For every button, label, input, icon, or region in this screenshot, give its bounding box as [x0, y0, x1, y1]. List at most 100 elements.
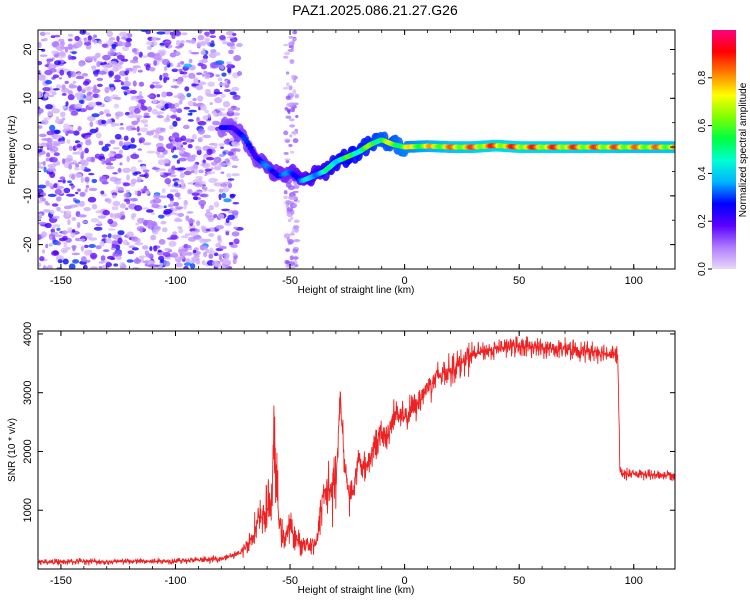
spectrogram-noise-cell [159, 172, 164, 176]
spectrogram-noise-cell [42, 266, 48, 269]
spectrogram-noise-cell [284, 51, 291, 56]
spectrogram-noise-cell [142, 142, 152, 146]
spectrogram-noise-cell [67, 180, 72, 183]
spectrogram-noise-cell [52, 224, 61, 228]
spectrogram-noise-cell [74, 166, 80, 171]
spectrogram-noise-cell [101, 43, 108, 48]
spectrogram-noise-cell [206, 148, 213, 156]
spectrogram-noise-cell [83, 41, 92, 46]
spectrogram-noise-cell [128, 245, 136, 249]
spectrogram-noise-cell [187, 218, 195, 224]
spectrogram-noise-cell [180, 40, 185, 44]
spectrogram-noise-cell [172, 231, 178, 236]
spectrogram-noise-cell [80, 159, 86, 165]
spectrogram-noise-cell [109, 212, 114, 218]
spectrogram-noise-cell [187, 188, 193, 195]
spectrogram-noise-cell [132, 65, 142, 69]
spectrogram-noise-cell [72, 259, 80, 264]
spectrogram-noise-cell [95, 127, 99, 132]
spectrogram-noise-cell [52, 215, 60, 219]
spectrogram-noise-cell [188, 72, 196, 79]
spectrogram-noise-cell [209, 30, 216, 35]
spectrogram-noise-cell [153, 60, 158, 66]
spectrogram-noise-cell [118, 140, 124, 147]
spectrogram-noise-cell [138, 137, 146, 144]
spectrogram-noise-cell [150, 234, 157, 241]
spectrogram-noise-cell [146, 41, 152, 46]
colorbar-label: Normalized spectral amplitude [738, 82, 749, 217]
spectrogram-noise-cell [128, 144, 137, 149]
spectrogram-noise-cell [132, 80, 137, 87]
spectrogram-noise-cell [45, 202, 51, 206]
spectrogram-noise-cell [134, 190, 138, 196]
spectrogram-noise-cell [76, 151, 82, 155]
spectrogram-noise-cell [67, 219, 71, 226]
spectrogram-noise-cell [137, 69, 143, 73]
spectrogram-noise-cell [206, 209, 211, 213]
spectrogram-noise-cell [130, 153, 140, 159]
spectrogram-noise-cell [91, 178, 98, 184]
spectrogram-noise-cell [49, 235, 53, 241]
spectrogram-noise-cell [49, 124, 56, 132]
spectrogram-noise-cell [232, 201, 240, 205]
spectrogram-noise-cell [58, 77, 63, 80]
spectrogram-noise-cell [294, 228, 299, 233]
spectrogram-frame [37, 29, 676, 270]
spectrogram-noise-cell [287, 109, 291, 114]
spectrogram-noise-cell [109, 61, 118, 68]
spectrogram-noise-cell [155, 127, 164, 134]
spectrogram-noise-cell [218, 153, 226, 158]
spectrogram-noise-cell [124, 76, 129, 82]
spectrogram-noise-cell [54, 34, 61, 38]
spectrogram-noise-cell [82, 80, 90, 86]
spectrogram-noise-cell [219, 35, 226, 40]
spectrogram-noise-cell [123, 192, 130, 198]
spectrogram-noise-cell [183, 265, 189, 269]
spectrogram-noise-cell [79, 238, 86, 242]
spectrogram-noise-cell [231, 173, 240, 177]
spectrogram-noise-cell [283, 43, 289, 47]
spectrogram-noise-cell [234, 116, 238, 120]
spectrogram-noise-cell [212, 120, 220, 126]
spectrogram-noise-cell [201, 260, 206, 266]
spectrogram-noise-cell [137, 148, 142, 151]
spectrogram-noise-cell [200, 40, 207, 46]
spectrogram-noise-cell [81, 73, 89, 77]
spectrogram-noise-cell [185, 215, 190, 221]
spectrogram-noise-cell [166, 77, 170, 81]
spectrogram-noise-cell [169, 174, 177, 177]
spectrogram-noise-cell [292, 138, 299, 144]
spectrogram-noise-cell [56, 241, 61, 246]
spectrogram-noise-cell [122, 182, 131, 187]
spectrogram-noise-cell [123, 80, 131, 87]
spectrogram-noise-cell [213, 91, 223, 95]
spectrogram-noise-cell [59, 111, 66, 118]
spectrogram-noise-cell [39, 31, 46, 36]
spectrogram-noise-cell [120, 122, 124, 126]
spectrogram-noise-cell [109, 176, 119, 182]
spectrogram-noise-cell [217, 213, 225, 220]
spectrogram-noise-cell [289, 59, 295, 64]
spectrogram-noise-cell [60, 210, 64, 213]
snr-plot-area [38, 331, 675, 569]
spectrogram-noise-cell [78, 214, 87, 218]
spectrogram-noise-cell [167, 103, 175, 109]
spectrogram-noise-cell [187, 119, 194, 122]
spectrogram-noise-cell [118, 41, 127, 46]
spectrogram-noise-cell [124, 67, 134, 71]
spectrogram-noise-cell [119, 126, 125, 130]
spectrogram-noise-cell [226, 36, 235, 39]
spectrogram-noise-cell [144, 250, 149, 256]
spectrogram-noise-cell [131, 236, 139, 242]
spectrogram-noise-cell [126, 174, 130, 181]
spectrogram-noise-cell [186, 245, 192, 248]
spectrogram-noise-cell [130, 215, 134, 219]
spectrogram-noise-cell [161, 227, 168, 233]
spectrogram-noise-cell [286, 237, 290, 243]
spectrogram-noise-cell [228, 241, 234, 246]
spectrogram-noise-cell [125, 125, 134, 131]
spectrogram-noise-cell [152, 98, 157, 104]
spectrogram-noise-cell [194, 168, 198, 175]
spectrogram-noise-cell [200, 50, 206, 56]
colorbar-tick-label: 0.6 [697, 118, 708, 132]
